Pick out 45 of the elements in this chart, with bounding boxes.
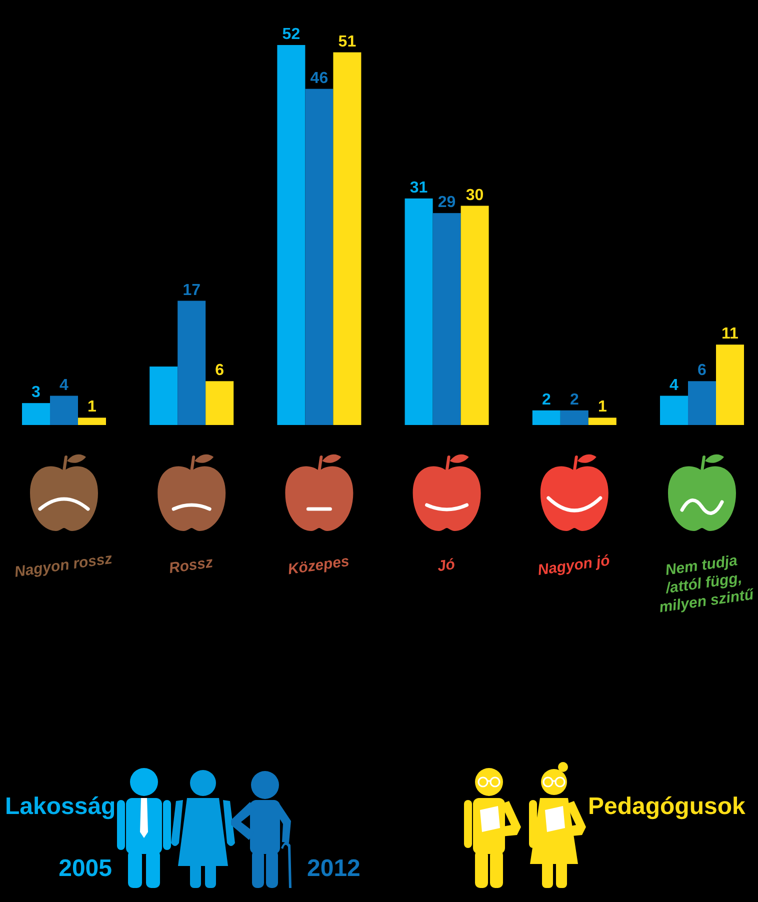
bar xyxy=(404,198,433,425)
bar xyxy=(660,396,688,425)
bar xyxy=(532,410,560,425)
x-tick-label: Közepes xyxy=(286,552,350,578)
legend-label: 2012 xyxy=(307,855,360,882)
data-label: 30 xyxy=(466,186,484,204)
data-label: 4 xyxy=(60,376,69,394)
legend-title: Lakosság xyxy=(5,793,116,820)
x-tick-label: Nagyon jó xyxy=(536,552,611,580)
data-label: 3 xyxy=(32,384,41,402)
x-tick-label: Nem tudja /attól függ, milyen szintű xyxy=(658,552,756,616)
bar xyxy=(50,396,78,425)
data-label: 17 xyxy=(182,282,201,299)
data-label: 51 xyxy=(338,33,356,50)
bar xyxy=(150,366,178,425)
data-label: 31 xyxy=(410,179,428,196)
data-label: 52 xyxy=(282,26,300,43)
data-label: 2 xyxy=(542,391,551,408)
bar xyxy=(78,418,106,425)
data-label: 4 xyxy=(670,376,679,394)
bar xyxy=(688,381,716,425)
bar xyxy=(588,418,616,425)
legend-label: Pedagógusok xyxy=(588,793,746,820)
data-label: 1 xyxy=(88,398,97,416)
data-label: 46 xyxy=(310,70,328,87)
bar xyxy=(277,45,306,425)
bar xyxy=(432,213,461,425)
bar xyxy=(460,206,489,425)
data-label: 6 xyxy=(698,362,707,380)
data-label: 1 xyxy=(598,398,607,416)
x-tick-label: Jó xyxy=(436,556,456,576)
bar xyxy=(206,381,234,425)
bar xyxy=(333,52,362,425)
data-label: 6 xyxy=(215,362,224,380)
bar xyxy=(560,410,588,425)
bar xyxy=(22,403,50,425)
bar xyxy=(716,344,744,425)
data-label: 11 xyxy=(722,326,739,343)
data-label: 29 xyxy=(438,194,456,212)
data-label: 2 xyxy=(570,391,579,408)
x-tick-label: Rossz xyxy=(168,554,215,578)
x-tick-label: Nagyon rossz xyxy=(13,550,114,581)
text: 2005 xyxy=(58,855,112,882)
bar xyxy=(305,88,334,425)
bar xyxy=(178,300,206,425)
